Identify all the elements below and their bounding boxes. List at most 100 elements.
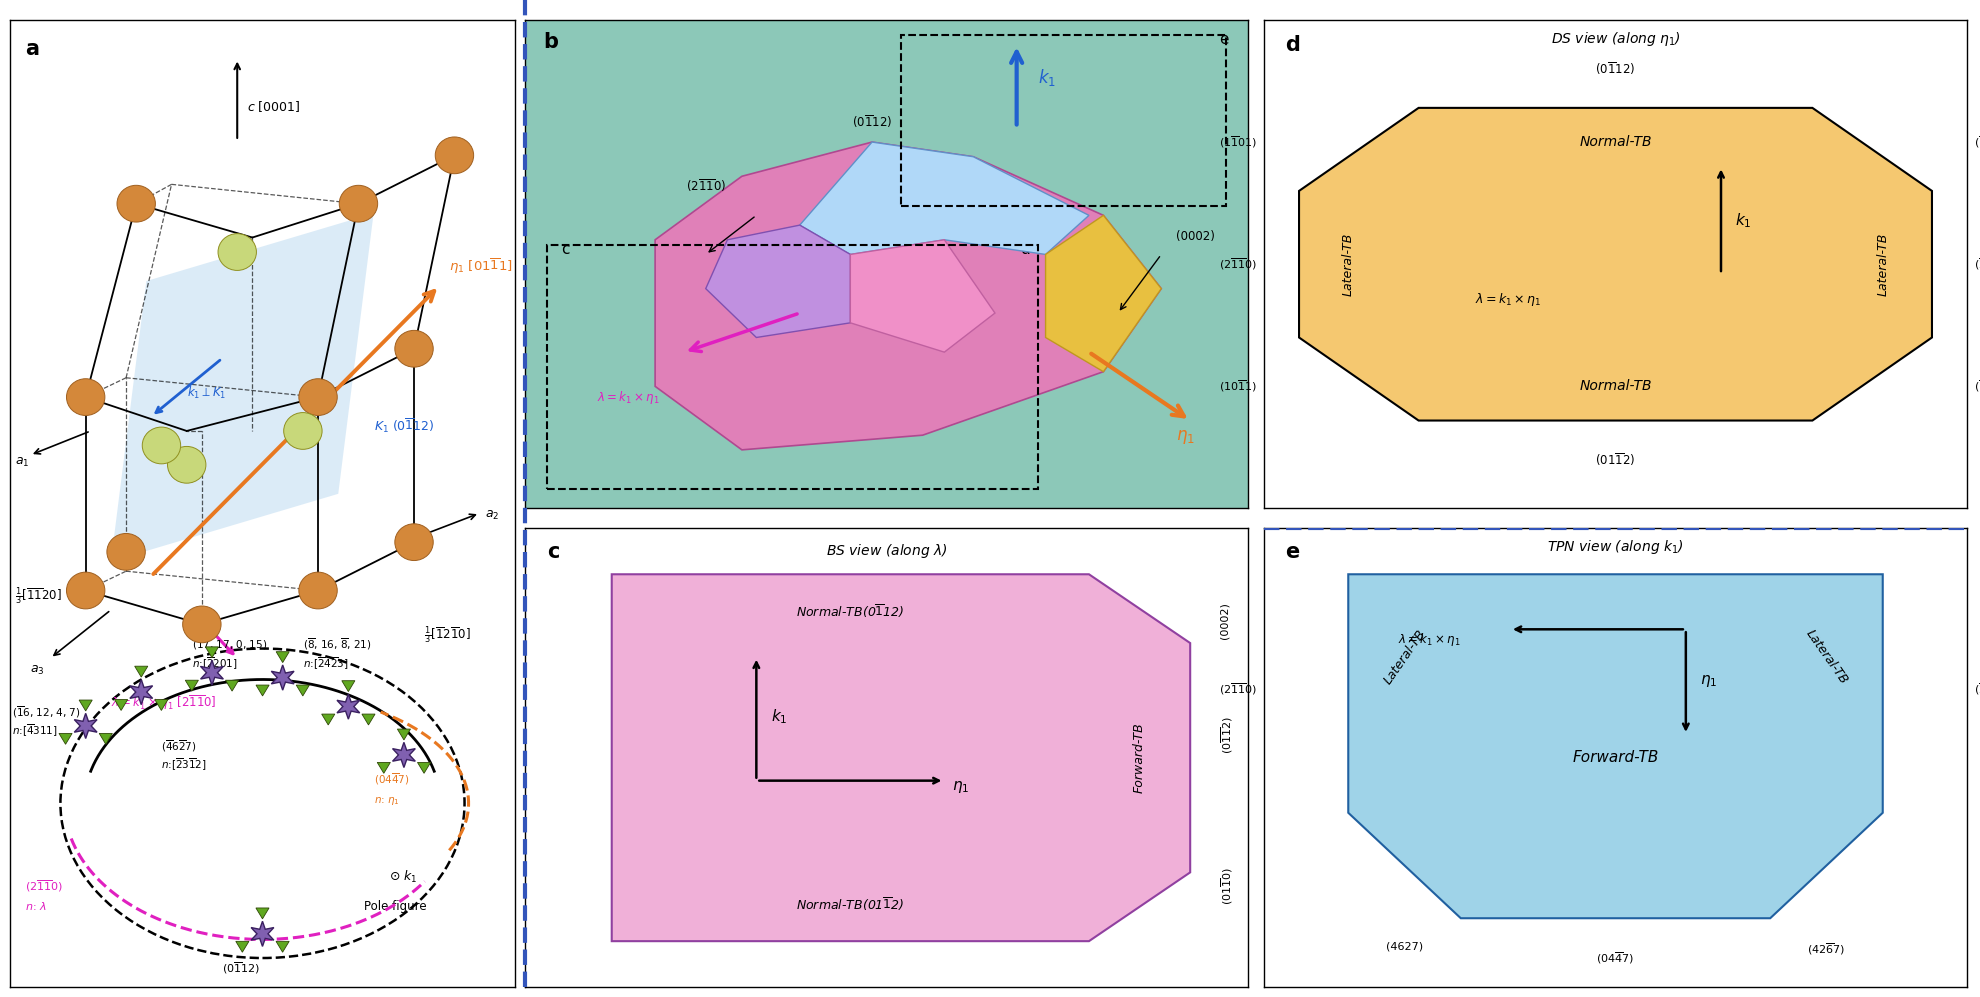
Text: (0$\overline{1}$12): (0$\overline{1}$12) [1594, 61, 1635, 77]
Text: Forward-TB: Forward-TB [1133, 723, 1146, 793]
Polygon shape [99, 734, 113, 745]
Circle shape [117, 185, 154, 222]
Text: $k_1$: $k_1$ [1038, 68, 1055, 89]
Polygon shape [800, 143, 1089, 254]
Text: $k_1$: $k_1$ [1734, 211, 1750, 230]
Text: $a_3$: $a_3$ [30, 664, 46, 677]
Polygon shape [297, 685, 309, 696]
Polygon shape [343, 681, 354, 692]
Text: $n$:[$\overline{2}$201]: $n$:[$\overline{2}$201] [192, 655, 238, 672]
Text: (0$\overline{1}$12): (0$\overline{1}$12) [222, 960, 259, 976]
Text: (01$\overline{1}$0): (01$\overline{1}$0) [1218, 867, 1234, 905]
Polygon shape [111, 213, 374, 561]
Polygon shape [376, 763, 390, 774]
Text: $a_2$: $a_2$ [485, 509, 499, 522]
Text: e: e [1218, 32, 1228, 47]
Text: d: d [1285, 35, 1299, 55]
Text: Normal-TB: Normal-TB [1578, 135, 1651, 150]
Text: $\frac{1}{3}$[$\overline{1}$2$\overline{1}$0]: $\frac{1}{3}$[$\overline{1}$2$\overline{… [424, 624, 471, 646]
Polygon shape [392, 743, 416, 768]
Text: $\eta_1$: $\eta_1$ [1176, 428, 1194, 446]
Text: DS view (along $\eta_1$): DS view (along $\eta_1$) [1550, 30, 1679, 48]
Circle shape [283, 413, 323, 450]
Text: $\lambda = k_1 \times \eta_1$: $\lambda = k_1 \times \eta_1$ [1475, 291, 1540, 308]
Polygon shape [275, 652, 289, 663]
Text: ($\overline{1}$6, 12, 4, 7): ($\overline{1}$6, 12, 4, 7) [12, 704, 81, 720]
Circle shape [299, 379, 337, 416]
Polygon shape [398, 729, 410, 740]
Circle shape [394, 330, 434, 367]
Polygon shape [612, 574, 1190, 941]
Text: b: b [543, 32, 558, 52]
Text: (2$\overline{1}\overline{1}$0): (2$\overline{1}\overline{1}$0) [1218, 256, 1255, 272]
Text: (01$\overline{1}$2): (01$\overline{1}$2) [1594, 452, 1635, 468]
Text: Normal-TB(0$\overline{1}$12): Normal-TB(0$\overline{1}$12) [796, 602, 905, 619]
Text: Forward-TB: Forward-TB [1572, 750, 1657, 766]
Polygon shape [206, 647, 218, 658]
Text: $K_1$ (0$\overline{1}$12): $K_1$ (0$\overline{1}$12) [374, 417, 434, 435]
Text: $a_1$: $a_1$ [16, 456, 30, 469]
Circle shape [107, 533, 145, 570]
Text: $k_1$: $k_1$ [770, 707, 786, 726]
Text: Lateral-TB: Lateral-TB [1875, 232, 1889, 296]
Polygon shape [271, 665, 293, 690]
Circle shape [67, 379, 105, 416]
Text: (2$\overline{1}\overline{1}$0): (2$\overline{1}\overline{1}$0) [1218, 681, 1255, 697]
Polygon shape [1045, 215, 1160, 372]
Polygon shape [226, 680, 238, 691]
Text: ($\overline{8}$, 16, $\overline{8}$, 21): ($\overline{8}$, 16, $\overline{8}$, 21) [303, 636, 372, 652]
Polygon shape [131, 680, 152, 705]
Polygon shape [1348, 574, 1881, 918]
Polygon shape [200, 660, 224, 685]
Text: (2$\overline{1}\overline{1}$0): (2$\overline{1}\overline{1}$0) [26, 878, 63, 894]
Circle shape [168, 447, 206, 484]
Text: (0$\overline{1}$12): (0$\overline{1}$12) [851, 114, 891, 131]
Text: $\odot$ $k_1$: $\odot$ $k_1$ [388, 868, 418, 884]
Text: $\lambda = k_1 \times \eta_1$: $\lambda = k_1 \times \eta_1$ [598, 389, 659, 406]
Text: Pole figure: Pole figure [364, 899, 426, 912]
Circle shape [299, 572, 337, 609]
Text: $\eta_1$ [01$\overline{1}$1]: $\eta_1$ [01$\overline{1}$1] [449, 257, 513, 276]
Text: $\frac{1}{3}$[$\overline{1}\overline{1}$20]: $\frac{1}{3}$[$\overline{1}\overline{1}$… [16, 585, 61, 607]
Text: $\eta_1$: $\eta_1$ [1699, 673, 1717, 689]
Text: c: c [560, 242, 570, 257]
Text: (0$\overline{1}\overline{1}$2): (0$\overline{1}\overline{1}$2) [1218, 716, 1234, 754]
Text: Lateral-TB: Lateral-TB [1340, 232, 1354, 296]
Text: (42$\overline{6}$7): (42$\overline{6}$7) [1806, 941, 1845, 957]
Polygon shape [849, 240, 994, 352]
Circle shape [182, 606, 222, 643]
Polygon shape [135, 666, 148, 677]
Text: $\lambda = k_1 \times \eta_1$ [2$\overline{1}\overline{1}$0]: $\lambda = k_1 \times \eta_1$ [2$\overli… [111, 693, 216, 712]
Text: TPN view (along $k_1$): TPN view (along $k_1$) [1546, 537, 1683, 555]
Text: $n$: $\eta_1$: $n$: $\eta_1$ [374, 796, 400, 808]
Polygon shape [255, 685, 269, 696]
Text: $n$: $\lambda$: $n$: $\lambda$ [26, 899, 48, 911]
Text: (04$\overline{4}$7): (04$\overline{4}$7) [1596, 950, 1634, 966]
Text: d: d [1020, 242, 1030, 257]
Text: $n$:[$\overline{2}$4$\overline{2}$3]: $n$:[$\overline{2}$4$\overline{2}$3] [303, 655, 348, 672]
Polygon shape [362, 714, 374, 725]
Text: Lateral-TB: Lateral-TB [1380, 627, 1428, 687]
Polygon shape [59, 734, 71, 745]
Polygon shape [75, 713, 97, 739]
Polygon shape [79, 700, 93, 711]
Text: ($\overline{2}$110): ($\overline{2}$110) [1974, 256, 1980, 272]
Circle shape [436, 137, 473, 173]
Text: (04$\overline{4}$7): (04$\overline{4}$7) [374, 772, 410, 788]
Text: (10$\overline{1}$1): (10$\overline{1}$1) [1218, 379, 1255, 394]
Polygon shape [255, 908, 269, 919]
Polygon shape [321, 714, 335, 725]
Polygon shape [275, 941, 289, 952]
Text: Lateral-TB: Lateral-TB [1802, 627, 1849, 687]
Circle shape [143, 427, 180, 464]
Text: (1$\overline{1}$01): (1$\overline{1}$01) [1218, 135, 1255, 150]
Text: $n$:[$\overline{4}$311]: $n$:[$\overline{4}$311] [12, 723, 57, 740]
Polygon shape [655, 143, 1160, 450]
Text: (0002): (0002) [1176, 229, 1214, 243]
Polygon shape [1299, 108, 1930, 421]
Text: $n$:[$\overline{2}$3$\overline{1}$2]: $n$:[$\overline{2}$3$\overline{1}$2] [162, 757, 208, 774]
Bar [546, 244, 1038, 489]
Text: ($\overline{1}$7, 17, 0, 15): ($\overline{1}$7, 17, 0, 15) [192, 636, 267, 652]
Text: Normal-TB(01$\overline{1}$2): Normal-TB(01$\overline{1}$2) [796, 896, 905, 913]
Circle shape [218, 233, 255, 270]
